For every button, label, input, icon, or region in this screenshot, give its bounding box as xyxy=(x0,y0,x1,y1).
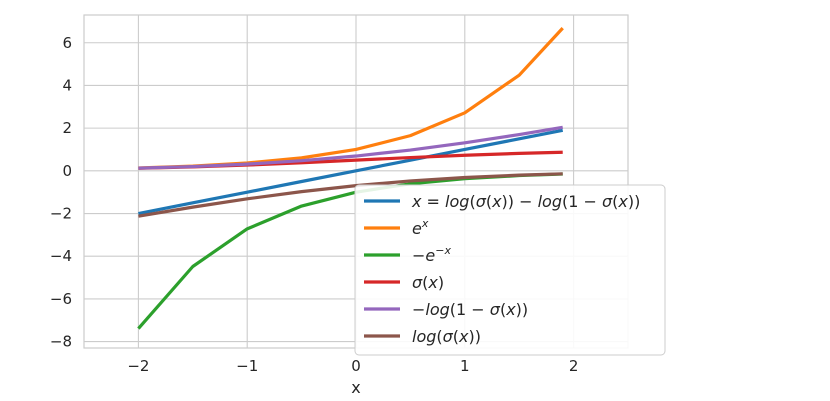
x-tick-label: −1 xyxy=(236,357,258,375)
y-tick-label: −2 xyxy=(50,205,72,223)
x-axis-ticks: −2 −1 0 1 2 xyxy=(127,357,578,375)
y-tick-label: −6 xyxy=(50,290,72,308)
series-layer xyxy=(137,27,564,330)
series-line-6 xyxy=(138,172,563,218)
legend: x = log(σ(x)) − log(1 − σ(x)) ex −e−x σ(… xyxy=(354,184,666,356)
y-axis-ticks: −8 −6 −4 −2 0 2 4 6 xyxy=(50,34,72,351)
x-tick-label: 0 xyxy=(351,357,361,375)
series-line-5 xyxy=(138,125,563,170)
x-axis-label: x xyxy=(351,378,360,397)
y-tick-label: −8 xyxy=(50,333,72,351)
x-tick-label: 2 xyxy=(569,357,579,375)
x-tick-label: −2 xyxy=(127,357,149,375)
y-tick-label: 6 xyxy=(62,34,72,52)
y-tick-label: 0 xyxy=(62,162,72,180)
legend-label-series-1: x = log(σ(x)) − log(1 − σ(x)) xyxy=(411,192,640,211)
legend-box xyxy=(354,184,666,356)
y-tick-label: −4 xyxy=(50,247,72,265)
legend-label-series-6: log(σ(x)) xyxy=(412,327,481,346)
legend-label-series-4: σ(x) xyxy=(412,273,444,292)
legend-label-series-2: ex xyxy=(412,217,429,238)
series-line-1 xyxy=(138,128,564,216)
legend-label-series-5: −log(1 − σ(x)) xyxy=(412,300,528,319)
y-tick-label: 4 xyxy=(62,76,72,94)
x-tick-label: 1 xyxy=(460,357,470,375)
y-tick-label: 2 xyxy=(62,119,72,137)
